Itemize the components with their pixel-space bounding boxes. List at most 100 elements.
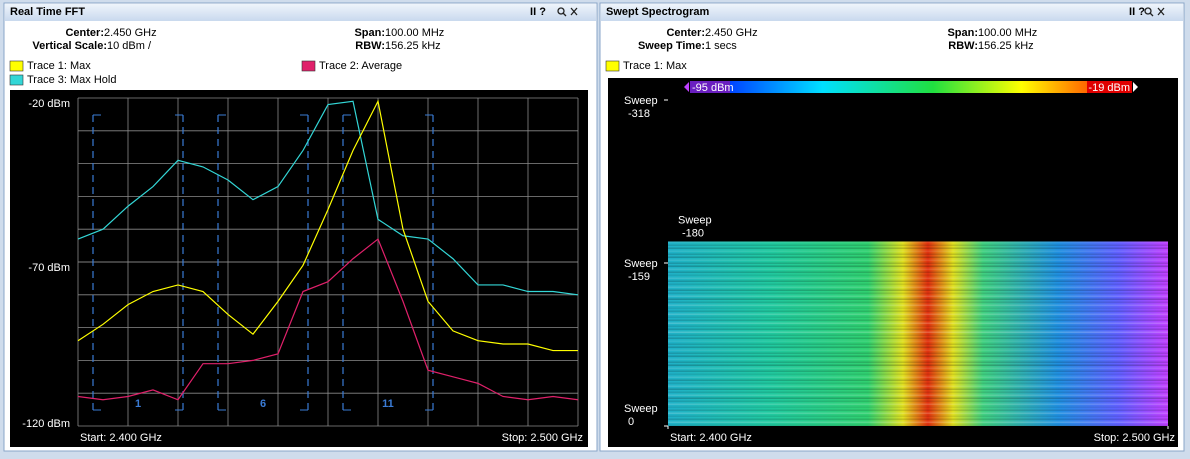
setting-label: Center: [666,27,705,39]
spectrogram-stripe [668,268,1168,270]
spectrogram-stripe [668,355,1168,357]
spectrogram-stripe [668,271,1168,273]
spectrogram-stripe [668,403,1168,405]
sweep-label: Sweep [678,214,712,226]
spectrogram-stripe [668,406,1168,408]
spectrogram-stripe [668,340,1168,342]
spectrogram-stripe [668,262,1168,264]
spectrogram-stripe [668,274,1168,276]
spectrogram-stripe [668,415,1168,417]
screen: Real Time FFTII ?Center:2.450 GHzSpan:10… [0,0,1190,454]
spectrogram-stripe [668,361,1168,363]
spectrogram-stripe [668,295,1168,297]
x-tick-label: Stop: 2.500 GHz [1094,432,1175,444]
spectrogram-stripe [668,289,1168,291]
spectrogram-stripe [668,292,1168,294]
spectrogram-stripe [668,364,1168,366]
sweep-value: -318 [628,108,650,120]
channel-label: 11 [382,398,394,410]
setting-label: Center: [65,27,104,39]
legend-swatch [10,61,23,71]
setting-label: Vertical Scale: [32,40,107,52]
color-bar [690,81,1132,93]
spectrogram-stripe [668,277,1168,279]
sweep-label: Sweep [624,403,658,415]
spectrogram-stripe [668,388,1168,390]
setting-label: RBW: [948,40,978,52]
color-scale-label: -19 dBm [1088,82,1130,94]
legend-label: Trace 1: Max [623,60,687,72]
spectrogram-stripe [668,286,1168,288]
setting-label: Span: [354,27,385,39]
spectrogram-stripe [668,346,1168,348]
sweep-value: -180 [682,227,704,239]
spectrogram-stripe [668,358,1168,360]
spectrogram-stripe [668,412,1168,414]
setting-value: 100.00 MHz [978,27,1037,39]
controls[interactable]: II ? [530,6,546,18]
setting-value: 2.450 GHz [705,27,758,39]
setting-label: RBW: [355,40,385,52]
spectrogram-stripe [668,325,1168,327]
spectrogram-stripe [668,397,1168,399]
setting-value: 10 dBm / [107,40,152,52]
spectrogram-stripe [668,337,1168,339]
spectrogram-stripe [668,313,1168,315]
channel-label: 6 [260,398,266,410]
spectrogram-stripe [668,244,1168,246]
spectrogram-stripe [668,331,1168,333]
legend-label: Trace 3: Max Hold [27,74,116,86]
spectrogram-stripe [668,424,1168,426]
spectrogram-stripe [668,391,1168,393]
setting-value: 156.25 kHz [385,40,441,52]
controls[interactable]: II ? [1129,6,1145,18]
color-scale-label: -95 dBm [692,82,734,94]
y-tick-label: -120 dBm [22,418,70,430]
setting-value: 100.00 MHz [385,27,444,39]
spectrogram-stripe [668,382,1168,384]
spectrogram-stripe [668,418,1168,420]
spectrogram-stripe [668,259,1168,261]
spectrogram-stripe [668,373,1168,375]
y-tick-label: -20 dBm [28,98,70,110]
setting-value: 1 secs [705,40,737,52]
spectrogram-stripe [668,265,1168,267]
spectrogram-stripe [668,349,1168,351]
x-tick-label: Stop: 2.500 GHz [502,432,583,444]
spectrogram-stripe [668,283,1168,285]
sweep-value: -159 [628,271,650,283]
spectrogram-stripe [668,367,1168,369]
legend-swatch [302,61,315,71]
channel-label: 1 [135,398,141,410]
legend-swatch [606,61,619,71]
spectrogram-stripe [668,298,1168,300]
spectrogram-stripe [668,301,1168,303]
spectrogram-stripe [668,352,1168,354]
sweep-label: Sweep [624,258,658,270]
spectrogram-stripe [668,334,1168,336]
spectrogram-stripe [668,280,1168,282]
y-tick-label: -70 dBm [28,262,70,274]
spectrogram-stripe [668,310,1168,312]
setting-label: Sweep Time: [638,40,705,52]
spectrogram-stripe [668,343,1168,345]
spectrogram-stripe [668,322,1168,324]
spectrogram-stripe [668,247,1168,249]
legend-label: Trace 1: Max [27,60,91,72]
spectrogram-stripe [668,409,1168,411]
page: Real Time FFTII ?Center:2.450 GHzSpan:10… [0,0,1190,459]
spectrogram-stripe [668,256,1168,258]
spectrogram-stripe [668,421,1168,423]
spectrogram-stripe [668,253,1168,255]
legend-label: Trace 2: Average [319,60,402,72]
spectrogram-stripe [668,316,1168,318]
setting-label: Span: [947,27,978,39]
spectrogram-stripe [668,328,1168,330]
spectrogram-stripe [668,307,1168,309]
spectrogram-stripe [668,376,1168,378]
panel-title: Swept Spectrogram [606,6,710,18]
panel-title: Real Time FFT [10,6,85,18]
spectrogram-stripe [668,319,1168,321]
spectrogram-stripe [668,250,1168,252]
panel-header [5,4,596,21]
